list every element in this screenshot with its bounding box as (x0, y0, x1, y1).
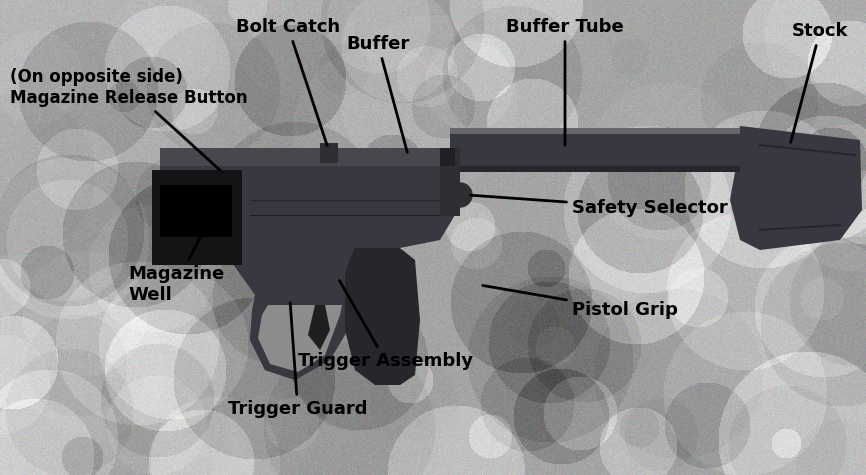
Bar (160, 185, 232, 237)
Text: Safety Selector: Safety Selector (471, 195, 727, 217)
Text: Bolt Catch: Bolt Catch (236, 18, 340, 145)
Text: Trigger Guard: Trigger Guard (228, 303, 367, 418)
Text: Trigger Assembly: Trigger Assembly (298, 280, 473, 370)
Circle shape (448, 183, 472, 207)
Text: Stock: Stock (791, 22, 849, 142)
Bar (440, 148, 460, 216)
Text: Pistol Grip: Pistol Grip (482, 285, 678, 319)
Text: (On opposite side)
Magazine Release Button: (On opposite side) Magazine Release Butt… (10, 68, 248, 170)
Polygon shape (258, 305, 342, 372)
Text: Magazine
Well: Magazine Well (128, 230, 224, 304)
Polygon shape (308, 305, 330, 350)
Bar (450, 166, 740, 172)
Bar (152, 170, 242, 265)
Text: Buffer: Buffer (346, 35, 410, 152)
Bar (440, 148, 455, 166)
Polygon shape (345, 248, 420, 385)
Polygon shape (160, 148, 455, 380)
Bar (160, 148, 455, 166)
Polygon shape (250, 295, 355, 380)
Bar (450, 128, 740, 134)
Polygon shape (730, 126, 862, 250)
Bar (450, 130, 740, 172)
Bar (320, 143, 338, 163)
Text: Buffer Tube: Buffer Tube (506, 18, 624, 145)
